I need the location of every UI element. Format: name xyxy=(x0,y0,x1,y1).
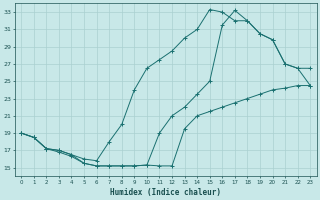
X-axis label: Humidex (Indice chaleur): Humidex (Indice chaleur) xyxy=(110,188,221,197)
